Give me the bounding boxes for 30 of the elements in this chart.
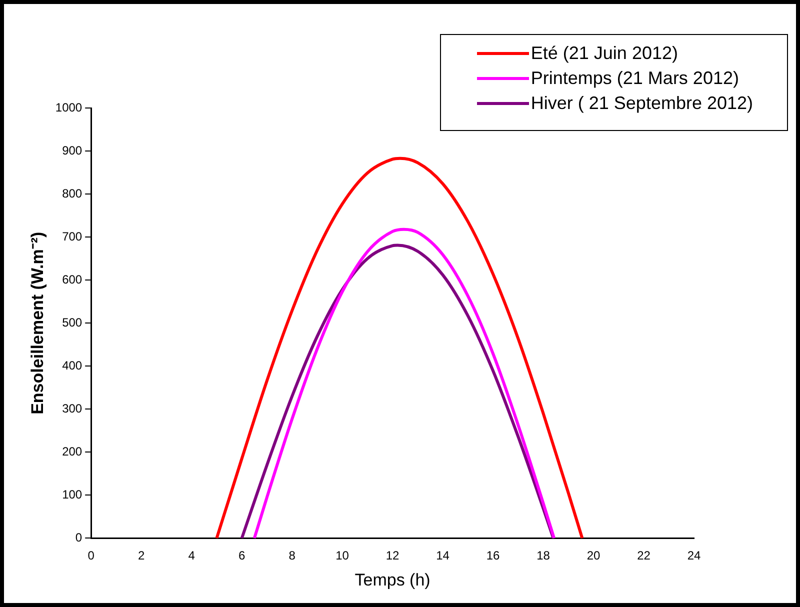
- x-tick-label: 10: [336, 548, 350, 563]
- y-tick-label: 400: [62, 358, 82, 372]
- y-tick-label: 0: [75, 530, 82, 545]
- x-tick-label: 0: [88, 548, 95, 563]
- x-tick-label: 18: [536, 548, 550, 563]
- y-tick-label: 1000: [55, 100, 82, 114]
- y-tick-label: 600: [62, 272, 82, 286]
- x-tick-label: 22: [637, 548, 651, 563]
- x-tick-label: 16: [486, 548, 500, 563]
- y-tick-label: 100: [62, 487, 82, 502]
- legend-label: Eté (21 Juin 2012): [530, 43, 678, 64]
- y-tick-label: 800: [62, 186, 82, 200]
- y-tick-label: 700: [62, 229, 82, 244]
- x-tick-label: 8: [288, 548, 296, 563]
- x-axis-title: Temps (h): [354, 570, 430, 590]
- x-tick-label: 12: [386, 548, 400, 563]
- x-tick-label: 4: [188, 548, 196, 563]
- legend-label: Printemps (21 Mars 2012): [530, 68, 739, 89]
- legend-label: Hiver ( 21 Septembre 2012): [530, 93, 753, 114]
- x-tick-label: 14: [436, 548, 450, 563]
- x-tick-label: 20: [586, 548, 601, 563]
- y-tick-label: 200: [62, 444, 82, 458]
- y-tick-label: 900: [62, 143, 82, 158]
- x-tick-label: 24: [687, 548, 701, 563]
- x-tick-label: 6: [238, 548, 246, 563]
- y-tick-label: 500: [62, 315, 82, 330]
- y-axis-title: Ensoleillement (W.m⁻²): [28, 232, 47, 414]
- line-series: [215, 156, 584, 538]
- x-tick-label: 2: [138, 548, 145, 563]
- y-tick-label: 300: [62, 401, 82, 416]
